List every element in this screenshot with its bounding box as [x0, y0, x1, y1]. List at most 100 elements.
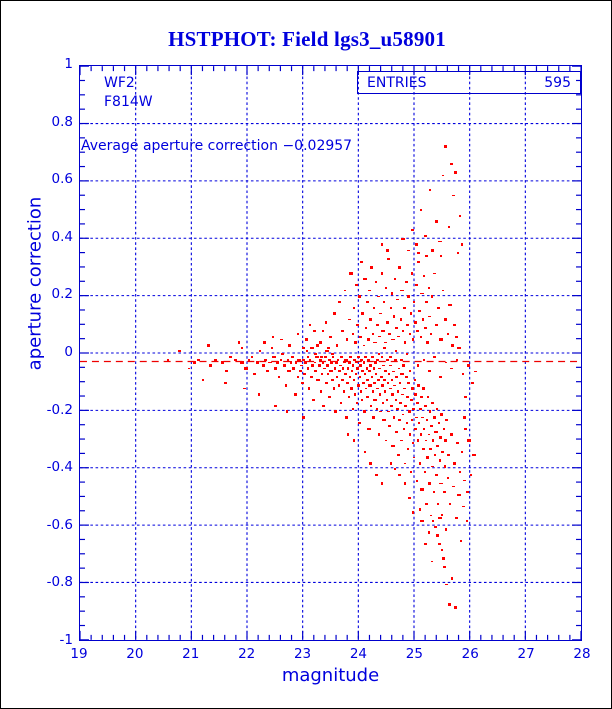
data-point — [417, 252, 420, 254]
data-point — [363, 410, 365, 412]
data-point — [444, 439, 446, 441]
data-point — [401, 238, 404, 240]
data-point — [395, 327, 397, 329]
data-point — [307, 356, 309, 358]
data-point — [456, 359, 458, 361]
data-point — [445, 362, 447, 364]
data-point — [324, 356, 327, 358]
x-tick-label: 22 — [227, 646, 267, 662]
data-point — [378, 433, 380, 435]
y-axis-label: aperture correction — [25, 164, 46, 404]
data-point — [406, 353, 408, 355]
data-point — [425, 503, 427, 505]
page-title: HSTPHOT: Field lgs3_u58901 — [1, 27, 612, 52]
data-point — [406, 396, 409, 398]
data-point — [431, 466, 434, 468]
data-point — [286, 410, 288, 412]
data-point — [426, 341, 428, 343]
data-point — [391, 339, 394, 341]
data-point — [302, 359, 305, 361]
data-point — [400, 290, 403, 292]
data-point — [400, 440, 402, 442]
data-point — [373, 399, 376, 401]
data-point — [436, 408, 438, 410]
data-point — [378, 368, 381, 370]
data-point — [395, 431, 397, 433]
data-point — [466, 520, 468, 522]
x-tick-label: 26 — [450, 646, 490, 662]
data-point — [418, 422, 420, 424]
data-point — [373, 342, 376, 344]
data-point — [362, 382, 365, 384]
data-point — [439, 338, 442, 340]
data-point — [414, 321, 416, 323]
data-point — [305, 338, 307, 340]
data-point — [356, 324, 359, 326]
data-point — [351, 370, 353, 372]
data-point — [328, 396, 331, 398]
data-point — [288, 344, 290, 346]
data-point — [338, 384, 340, 386]
data-point — [309, 359, 311, 361]
data-point — [407, 382, 410, 384]
data-point — [372, 333, 374, 335]
data-point — [431, 295, 433, 297]
data-point — [404, 463, 406, 465]
data-point — [433, 491, 435, 493]
data-point — [332, 356, 334, 358]
data-point — [424, 471, 426, 473]
data-point — [386, 359, 389, 361]
data-point — [272, 336, 274, 338]
data-point — [379, 313, 381, 315]
data-point — [346, 382, 349, 384]
data-point — [472, 454, 475, 456]
data-point — [280, 339, 283, 341]
data-point — [423, 359, 425, 361]
data-point — [319, 341, 321, 343]
data-point — [389, 388, 392, 390]
data-point — [381, 272, 383, 274]
data-point — [262, 364, 264, 366]
data-point — [352, 333, 354, 335]
data-point — [452, 195, 454, 197]
data-point — [369, 462, 372, 464]
data-point — [444, 318, 447, 320]
data-point — [320, 390, 322, 392]
x-tick-label: 28 — [562, 646, 602, 662]
data-point — [428, 316, 431, 318]
data-point — [397, 336, 399, 338]
data-point — [349, 356, 351, 358]
data-point — [367, 428, 370, 430]
data-point — [398, 419, 400, 421]
data-point — [302, 347, 305, 349]
data-point — [167, 359, 169, 361]
entries-box: ENTRIES 595 — [357, 71, 581, 94]
data-point — [366, 301, 369, 303]
data-point — [393, 315, 395, 317]
data-point — [417, 261, 419, 263]
data-point — [266, 370, 269, 372]
data-point — [407, 295, 409, 297]
data-point — [401, 394, 403, 396]
data-point — [433, 416, 435, 418]
data-point — [453, 462, 455, 464]
data-point — [345, 416, 348, 418]
data-point — [381, 482, 383, 484]
data-point — [381, 330, 384, 332]
data-point — [441, 451, 444, 453]
data-point — [365, 388, 367, 390]
data-point — [421, 417, 423, 419]
data-point — [382, 402, 384, 404]
data-point — [391, 292, 393, 294]
data-point — [466, 491, 469, 493]
data-point — [342, 367, 344, 369]
data-point — [360, 390, 362, 392]
entries-value: 595 — [544, 75, 571, 91]
data-point — [343, 390, 345, 392]
data-point — [467, 439, 470, 441]
data-point — [338, 301, 341, 303]
data-point — [463, 416, 466, 418]
data-point — [193, 361, 195, 363]
data-point — [392, 371, 394, 373]
detector-label: WF2 — [104, 75, 135, 91]
